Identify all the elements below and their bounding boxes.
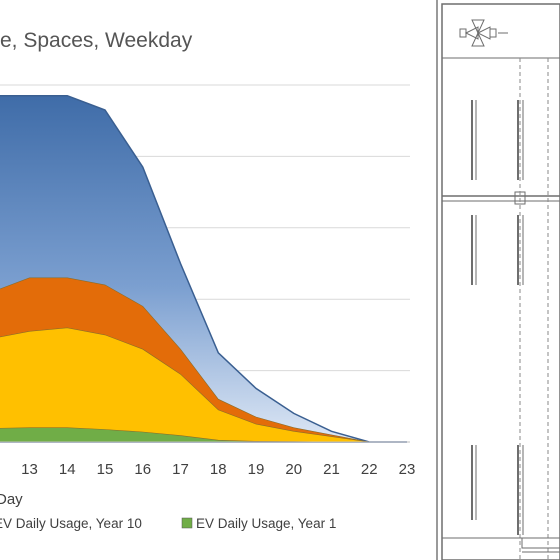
chart-title: e, Spaces, Weekday <box>0 29 193 52</box>
x-tick-label: 18 <box>210 461 227 478</box>
area-chart: e, Spaces, Weekday 13 14 15 16 17 18 19 20 21 22 2… <box>0 29 415 531</box>
x-tick-labels: 13 14 15 16 17 18 19 20 21 22 23 <box>21 461 415 478</box>
x-axis-label: Day <box>0 491 23 508</box>
technical-drawing <box>441 3 560 560</box>
x-tick-label: 22 <box>361 461 378 478</box>
x-tick-label: 16 <box>134 461 151 478</box>
fitting-box <box>521 537 560 549</box>
series-areas <box>0 94 407 443</box>
legend-swatch <box>181 517 193 529</box>
x-tick-label: 20 <box>285 461 302 478</box>
x-tick-label: 13 <box>21 461 38 478</box>
x-tick-label: 14 <box>59 461 76 478</box>
x-tick-label: 23 <box>399 461 416 478</box>
x-tick-label: 15 <box>97 461 114 478</box>
technical-drawing-panel <box>438 0 560 560</box>
drawing-border <box>441 3 560 560</box>
x-tick-label: 19 <box>248 461 265 478</box>
legend-label: EV Daily Usage, Year 1 <box>196 516 336 531</box>
valve-symbol-icon <box>459 19 508 47</box>
x-tick-label: 21 <box>323 461 340 478</box>
x-tick-label: 17 <box>172 461 189 478</box>
legend-label: EV Daily Usage, Year 10 <box>0 516 142 531</box>
chart-panel: e, Spaces, Weekday 13 14 15 16 17 18 19 20 21 22 2… <box>0 0 438 560</box>
legend: EV Daily Usage, Year 10 EV Daily Usage, Y… <box>0 516 336 531</box>
